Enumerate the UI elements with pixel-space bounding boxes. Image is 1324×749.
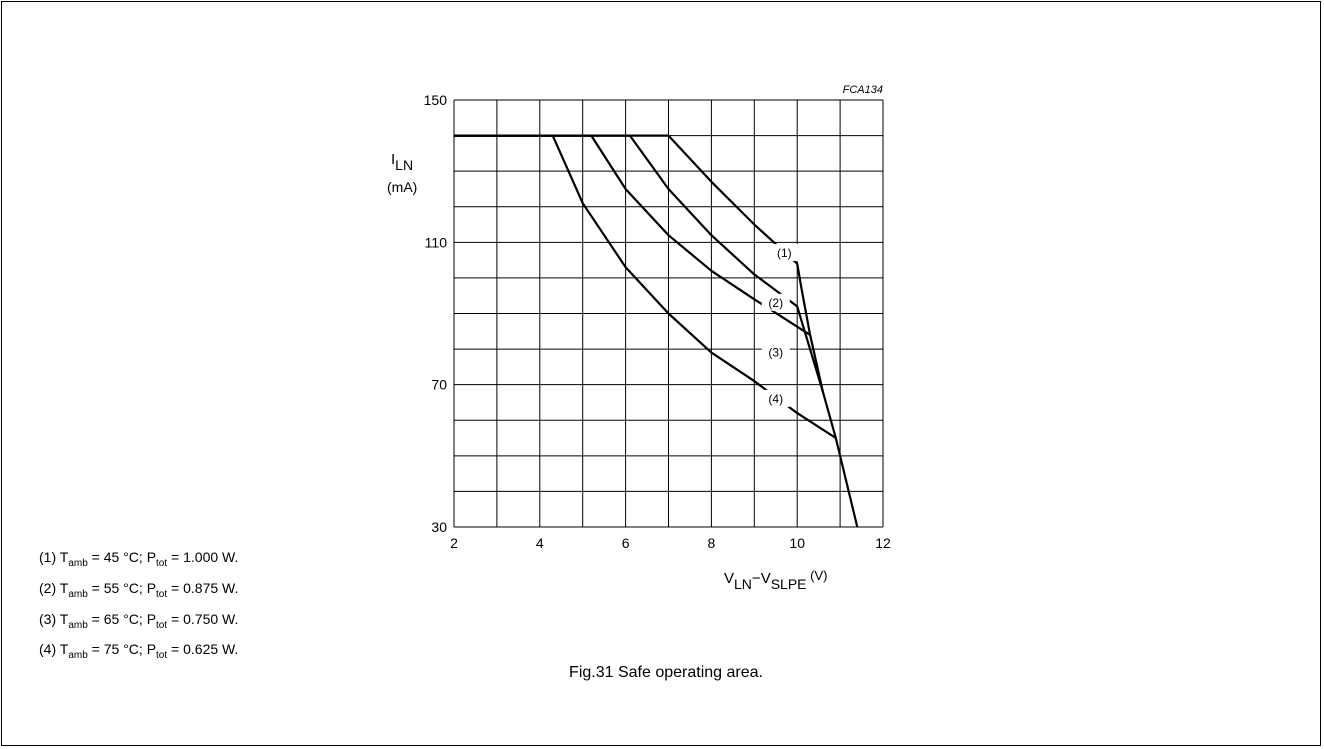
curve-label-2: (2) <box>768 296 783 310</box>
chart-curves <box>454 134 859 528</box>
x-tick-label: 10 <box>789 535 805 551</box>
x-tick-label: 12 <box>875 535 891 551</box>
x-axis-label: VLN−VSLPE (V) <box>724 568 827 592</box>
legend-item-2: (2) Tamb = 55 °C; Ptot = 0.875 W. <box>39 579 239 600</box>
curve-2 <box>454 134 811 336</box>
curve-label-1: (1) <box>777 246 792 260</box>
x-tick-label: 6 <box>622 535 630 551</box>
legend-item-4: (4) Tamb = 75 °C; Ptot = 0.625 W. <box>39 641 239 662</box>
figure-caption: Fig.31 Safe operating area. <box>569 664 763 681</box>
y-axis-unit: (mA) <box>387 179 417 195</box>
curve-3 <box>454 134 824 393</box>
chart-labels: (1) (2) (3) (4) FCA134 ILN (mA) VLN−VSLPE (V) <box>387 84 883 592</box>
y-tick-label: 70 <box>431 377 447 393</box>
curve-label-bg <box>761 389 790 407</box>
curve-label-3: (3) <box>768 346 783 360</box>
x-tick-label: 8 <box>708 535 716 551</box>
x-tick-label: 4 <box>536 535 544 551</box>
curve-label-bg <box>761 293 790 311</box>
legend: (1) Tamb = 45 °C; Ptot = 1.000 W. (2) Ta… <box>39 545 238 668</box>
curve-boundary <box>800 288 859 528</box>
y-tick-label: 30 <box>431 519 447 535</box>
chart-ticks: 2 4 6 8 10 12 30 70 110 150 <box>424 92 891 551</box>
curve-1 <box>454 134 803 289</box>
y-axis-label: ILN <box>391 151 413 173</box>
curve-label-bg <box>761 343 790 361</box>
legend-item-1: (1) Tamb = 45 °C; Ptot = 1.000 W. <box>39 549 239 569</box>
legend-item-3: (3) Tamb = 65 °C; Ptot = 0.750 W. <box>39 610 239 631</box>
x-tick-label: 2 <box>450 535 458 551</box>
y-tick-label: 110 <box>425 234 448 250</box>
figure-code: FCA134 <box>843 84 883 96</box>
y-tick-label: 150 <box>424 92 448 108</box>
curve-label-4: (4) <box>768 392 783 406</box>
curve-label-bg <box>770 244 799 262</box>
